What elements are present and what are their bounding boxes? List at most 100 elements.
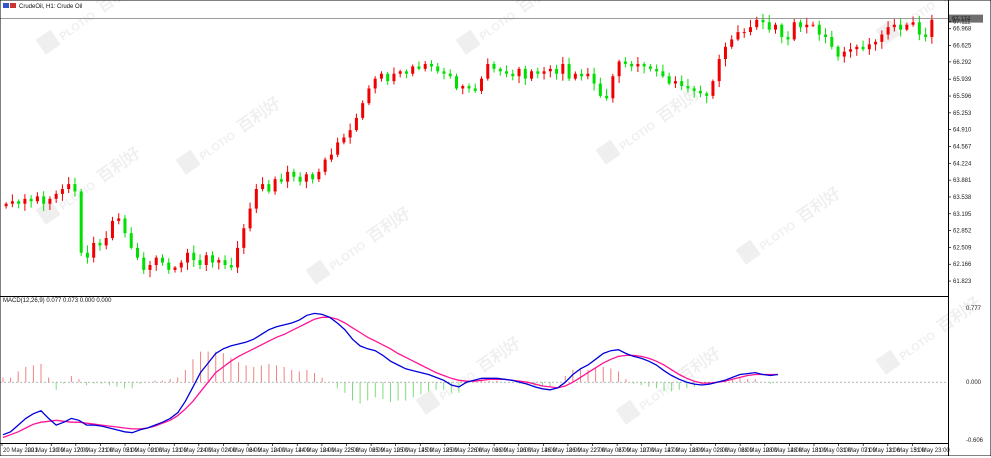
macd-pane[interactable] — [0, 312, 948, 439]
price-tick-label: 62.509 — [953, 245, 972, 251]
time-tick-label: 20 May 13:00 — [28, 448, 65, 454]
candle-body — [655, 68, 659, 72]
header: CrudeOil, H1: Crude Oil — [3, 3, 82, 10]
candle-body — [98, 242, 102, 246]
price-tick-label: 63.881 — [953, 178, 972, 184]
time-tick-label: 25 May 22:00 — [446, 448, 483, 454]
candle-body — [505, 71, 509, 74]
candle-body — [304, 174, 308, 182]
candle-body — [861, 46, 865, 50]
candle-body — [248, 208, 252, 229]
candle-body — [448, 73, 452, 77]
time-tick-label: 21 May 21:00 — [175, 448, 212, 454]
time-tick-label: 24 May 14:00 — [274, 448, 311, 454]
candle-body — [23, 198, 27, 204]
macd-tick-label: -0.606 — [966, 438, 984, 444]
candle-body — [323, 159, 327, 172]
candle-body — [711, 81, 715, 96]
time-tick-label: 27 May 18:00 — [667, 448, 704, 454]
price-tick-label: 65.596 — [953, 94, 972, 100]
candle-body — [817, 24, 821, 35]
candle-body — [917, 22, 921, 35]
candle-body — [592, 73, 596, 84]
time-tick-label: 21 May 05:00 — [101, 448, 138, 454]
candle-body — [480, 78, 484, 91]
candle-body — [805, 24, 809, 28]
candle-body — [461, 86, 465, 89]
candle-body — [548, 68, 552, 72]
candle-body — [411, 66, 415, 74]
candle-body — [698, 90, 702, 94]
candle-body — [811, 24, 815, 26]
candle-body — [329, 154, 333, 160]
macd-main-line — [2, 312, 779, 436]
candle-body — [717, 59, 721, 82]
candle-body — [442, 71, 446, 74]
price-tick-label: 63.195 — [953, 212, 972, 218]
candle-body — [511, 73, 515, 77]
candle-body — [605, 95, 609, 99]
candle-body — [148, 265, 152, 270]
candle-body — [104, 238, 108, 246]
candle-body — [392, 73, 396, 82]
candle-body — [642, 63, 646, 67]
time-tick-label: 20 May 21:00 — [77, 448, 114, 454]
candle-body — [892, 24, 896, 28]
candle-body — [473, 88, 477, 91]
time-tick-label: 27 May 10:00 — [618, 448, 655, 454]
candle-body — [924, 34, 928, 37]
candle-body — [223, 260, 227, 266]
candle-body — [73, 184, 77, 192]
price-tick-label: 61.823 — [953, 279, 972, 285]
time-tick-label: 28 May 06:00 — [717, 448, 754, 454]
candle-body — [736, 32, 740, 40]
candle-body — [254, 189, 258, 209]
candle-body — [723, 46, 727, 60]
candle-body — [173, 267, 177, 270]
candle-body — [930, 19, 934, 37]
candle-body — [773, 24, 777, 30]
time-tick-label: 28 May 18:00 — [790, 448, 827, 454]
candle-body — [273, 179, 277, 192]
time-tick-label: 28 May 02:00 — [692, 448, 729, 454]
time-tick-label: 21 May 13:00 — [151, 448, 188, 454]
time-tick-label: 31 May 11:00 — [864, 448, 901, 454]
candle-body — [179, 262, 183, 268]
candle-body — [161, 257, 165, 263]
time-tick-label: 26 May 06:00 — [471, 448, 508, 454]
candle-body — [54, 193, 58, 199]
candle-body — [217, 260, 221, 263]
candle-body — [623, 61, 627, 64]
candle-body — [880, 34, 884, 42]
candle-body — [830, 36, 834, 47]
candle-body — [523, 68, 527, 79]
price-pane[interactable]: 67.174 — [0, 13, 983, 278]
candle-body — [211, 255, 215, 263]
price-tick-label: 65.939 — [953, 77, 972, 83]
time-tick-label: 31 May 03:00 — [815, 448, 852, 454]
price-tick-label: 62.166 — [953, 262, 972, 268]
candle-body — [229, 265, 233, 268]
time-tick-label: 21 May 09:00 — [126, 448, 163, 454]
candle-body — [667, 76, 671, 84]
candle-body — [911, 22, 915, 25]
time-tick-label: 20 May 2021 — [3, 448, 38, 454]
macd-signal-line — [2, 316, 778, 439]
price-tick-label: 66.292 — [953, 60, 972, 66]
candle-body — [567, 63, 571, 79]
candle-body — [767, 22, 771, 30]
candle-body — [186, 252, 190, 263]
time-tick-label: 25 May 14:00 — [397, 448, 434, 454]
candle-body — [42, 196, 46, 204]
candle-body — [636, 63, 640, 67]
flag-icon — [3, 3, 9, 8]
candle-body — [117, 218, 121, 221]
time-tick-label: 26 May 18:00 — [544, 448, 581, 454]
candle-body — [417, 66, 421, 69]
candle-body — [386, 73, 390, 82]
current-price-tag: 67.174 — [949, 14, 983, 23]
candle-body — [886, 27, 890, 35]
price-tick-label: 64.224 — [953, 161, 972, 167]
